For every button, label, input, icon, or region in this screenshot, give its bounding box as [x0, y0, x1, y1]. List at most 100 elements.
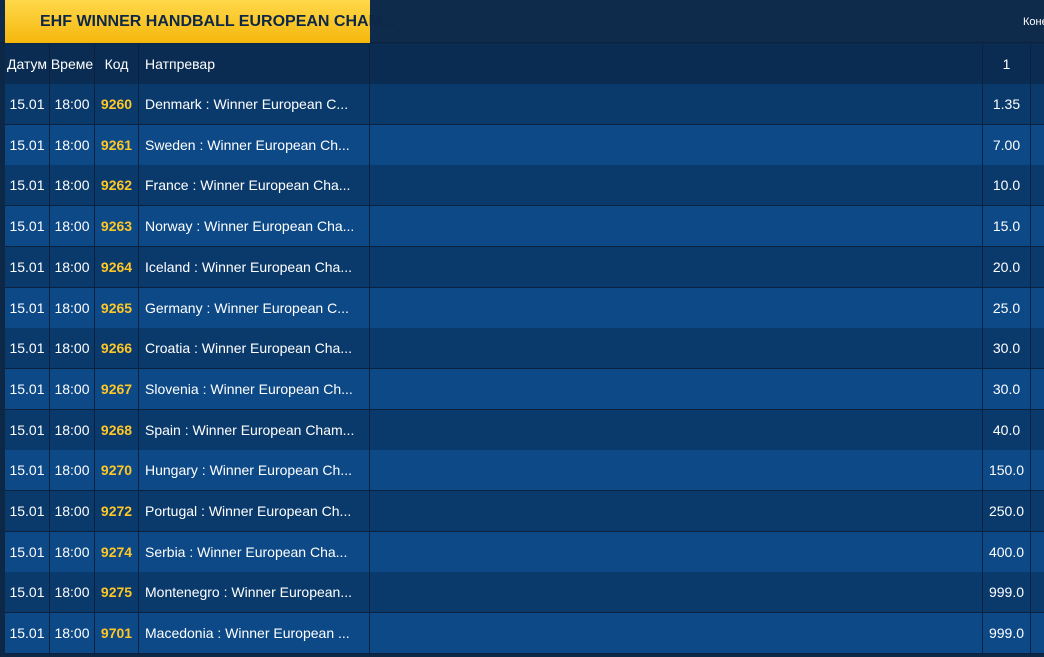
- odd-cell[interactable]: 15.0: [983, 206, 1031, 247]
- code-cell: 9701: [95, 613, 139, 654]
- empty-cell: [370, 246, 983, 287]
- empty-cell: [370, 206, 983, 247]
- empty-cell: [370, 124, 983, 165]
- empty-cell: [370, 165, 983, 206]
- time-cell: 18:00: [50, 287, 95, 328]
- date-cell: 15.01: [5, 572, 50, 613]
- empty-cell: [370, 328, 983, 369]
- column-header: Датум: [5, 44, 50, 84]
- code-cell: 9260: [95, 84, 139, 124]
- date-cell: 15.01: [5, 450, 50, 491]
- date-cell: 15.01: [5, 165, 50, 206]
- date-cell: 15.01: [5, 84, 50, 124]
- match-row: 15.01 18:00 9262 France : Winner European C…: [5, 165, 1044, 207]
- odd-cell[interactable]: 999.0: [983, 572, 1031, 613]
- time-cell: 18:00: [50, 409, 95, 450]
- match-row: 15.01 18:00 9260 Denmark : Winner European …: [5, 84, 1044, 125]
- date-cell: 15.01: [5, 409, 50, 450]
- time-cell: 18:00: [50, 246, 95, 287]
- date-cell: 15.01: [5, 613, 50, 654]
- time-cell: 18:00: [50, 84, 95, 124]
- odd-cell[interactable]: 30.0: [983, 368, 1031, 409]
- column-group-label: Коне: [1023, 16, 1044, 28]
- match-row: 15.01 18:00 9701 Macedonia : Winner Europea…: [5, 613, 1044, 655]
- match-row: 15.01 18:00 9272 Portugal : Winner European…: [5, 491, 1044, 532]
- time-cell: 18:00: [50, 328, 95, 369]
- empty-cell: [370, 613, 983, 654]
- column-header: Натпревар: [139, 44, 370, 84]
- date-cell: 15.01: [5, 368, 50, 409]
- match-row: 15.01 18:00 9263 Norway : Winner European C…: [5, 206, 1044, 248]
- code-cell: 9264: [95, 246, 139, 287]
- section-title[interactable]: EHF WINNER HANDBALL EUROPEAN CHAM...: [5, 0, 395, 43]
- odd-cell[interactable]: 10.0: [983, 165, 1031, 206]
- empty-cell: [370, 409, 983, 450]
- match-cell: Germany : Winner European C...: [139, 287, 370, 328]
- match-row: 15.01 18:00 9267 Slovenia : Winner European…: [5, 368, 1044, 410]
- match-cell: Spain : Winner European Cham...: [139, 409, 370, 450]
- date-cell: 15.01: [5, 206, 50, 247]
- match-cell: Croatia : Winner European Cha...: [139, 328, 370, 369]
- match-row: 15.01 18:00 9268 Spain : Winner European Ch…: [5, 409, 1044, 451]
- match-cell: Macedonia : Winner European ...: [139, 613, 370, 654]
- time-cell: 18:00: [50, 491, 95, 531]
- time-cell: 18:00: [50, 124, 95, 165]
- match-cell: France : Winner European Cha...: [139, 165, 370, 206]
- empty-cell: [370, 450, 983, 491]
- match-row: 15.01 18:00 9266 Croatia : Winner European …: [5, 328, 1044, 370]
- match-row: 15.01 18:00 9264 Iceland : Winner European …: [5, 246, 1044, 288]
- time-cell: 18:00: [50, 368, 95, 409]
- column-header-row: Датум Време Код Натпревар 1: [5, 44, 1044, 84]
- match-cell: Denmark : Winner European C...: [139, 84, 370, 124]
- match-cell: Norway : Winner European Cha...: [139, 206, 370, 247]
- code-cell: 9263: [95, 206, 139, 247]
- odd-cell[interactable]: 150.0: [983, 450, 1031, 491]
- empty-cell: [370, 531, 983, 572]
- time-cell: 18:00: [50, 613, 95, 654]
- code-cell: 9268: [95, 409, 139, 450]
- column-divider: [370, 44, 983, 84]
- odd-cell[interactable]: 25.0: [983, 287, 1031, 328]
- code-cell: 9274: [95, 531, 139, 572]
- odd-cell[interactable]: 20.0: [983, 246, 1031, 287]
- code-cell: 9265: [95, 287, 139, 328]
- time-cell: 18:00: [50, 572, 95, 613]
- match-cell: Portugal : Winner European Ch...: [139, 491, 370, 531]
- code-cell: 9275: [95, 572, 139, 613]
- code-cell: 9262: [95, 165, 139, 206]
- odd-cell[interactable]: 400.0: [983, 531, 1031, 572]
- column-header: Код: [95, 44, 139, 84]
- odd-cell[interactable]: 7.00: [983, 124, 1031, 165]
- empty-cell: [370, 491, 983, 531]
- odd-cell[interactable]: 250.0: [983, 491, 1031, 531]
- code-cell: 9266: [95, 328, 139, 369]
- match-cell: Montenegro : Winner European...: [139, 572, 370, 613]
- match-cell: Iceland : Winner European Cha...: [139, 246, 370, 287]
- match-row: 15.01 18:00 9261 Sweden : Winner European C…: [5, 124, 1044, 166]
- empty-cell: [370, 84, 983, 124]
- match-row: 15.01 18:00 9275 Montenegro : Winner Europe…: [5, 572, 1044, 614]
- code-cell: 9272: [95, 491, 139, 531]
- code-cell: 9267: [95, 368, 139, 409]
- time-cell: 18:00: [50, 165, 95, 206]
- column-header: Време: [50, 44, 95, 84]
- date-cell: 15.01: [5, 491, 50, 531]
- odd-cell[interactable]: 1.35: [983, 84, 1031, 124]
- empty-cell: [370, 572, 983, 613]
- odd-cell[interactable]: 40.0: [983, 409, 1031, 450]
- match-cell: Hungary : Winner European Ch...: [139, 450, 370, 491]
- date-cell: 15.01: [5, 124, 50, 165]
- date-cell: 15.01: [5, 531, 50, 572]
- code-cell: 9270: [95, 450, 139, 491]
- column-header: 1: [983, 44, 1031, 84]
- odd-cell[interactable]: 999.0: [983, 613, 1031, 654]
- date-cell: 15.01: [5, 287, 50, 328]
- time-cell: 18:00: [50, 450, 95, 491]
- date-cell: 15.01: [5, 328, 50, 369]
- match-cell: Sweden : Winner European Ch...: [139, 124, 370, 165]
- match-cell: Slovenia : Winner European Ch...: [139, 368, 370, 409]
- empty-cell: [370, 368, 983, 409]
- odd-cell[interactable]: 30.0: [983, 328, 1031, 369]
- time-cell: 18:00: [50, 531, 95, 572]
